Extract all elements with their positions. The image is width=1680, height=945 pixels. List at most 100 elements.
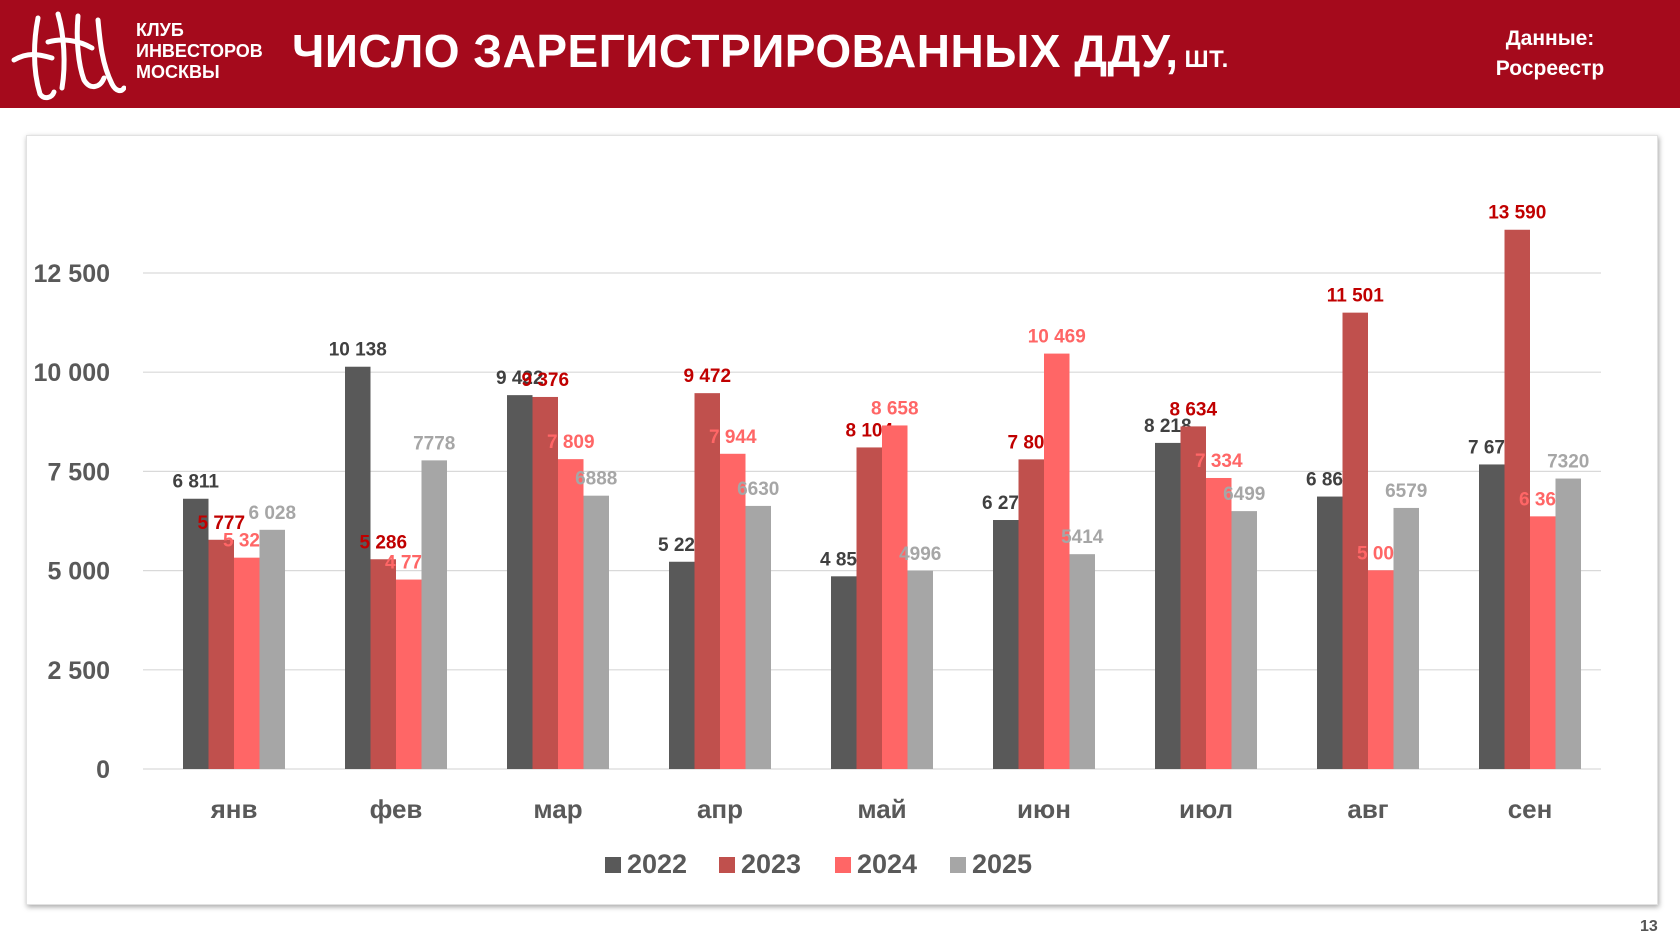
- bar-2025: [1555, 478, 1581, 769]
- data-label-2022: 5 223: [658, 535, 706, 556]
- page-title-main: ЧИСЛО ЗАРЕГИСТРИРОВАННЫХ ДДУ,: [292, 25, 1179, 77]
- data-label-2024: 5 326: [223, 531, 271, 552]
- data-label-2023: 9 472: [683, 366, 731, 387]
- bar-2022: [1317, 496, 1343, 769]
- data-label-2025: 6499: [1223, 484, 1265, 505]
- bar-2022: [831, 576, 857, 769]
- bar-2025: [1231, 511, 1257, 769]
- data-source-label: Данные:: [1505, 27, 1595, 50]
- data-label-2022: 4 856: [820, 549, 868, 570]
- y-tick-label: 12 500: [34, 260, 110, 288]
- data-label-2022: 8 218: [1144, 416, 1192, 437]
- data-source-value: Росреестр: [1495, 57, 1605, 80]
- bar-2025: [1069, 554, 1095, 769]
- legend-swatch-2022: [605, 857, 621, 873]
- data-label-2024: 7 809: [547, 432, 595, 453]
- data-label-2023: 8 104: [845, 420, 893, 441]
- data-label-2025: 6 028: [248, 503, 296, 524]
- bar-2023: [208, 539, 234, 769]
- bar-2025: [421, 460, 447, 769]
- data-label-2023: 9 376: [521, 370, 569, 391]
- bar-2024: [1530, 516, 1556, 769]
- x-tick-label: июл: [1179, 794, 1233, 824]
- data-label-2022: 7 675: [1468, 437, 1516, 458]
- logo-line-3: МОСКВЫ: [136, 62, 220, 82]
- bar-2024: [396, 579, 422, 769]
- data-label-2024: 7 944: [709, 427, 757, 448]
- bar-2022: [669, 561, 695, 769]
- bar-2023: [1504, 229, 1530, 770]
- bar-2024: [882, 425, 908, 769]
- data-label-2023: 13 590: [1488, 203, 1546, 224]
- data-label-2024: 5 008: [1357, 543, 1405, 564]
- bar-2022: [993, 520, 1019, 769]
- data-label-2025: 6888: [575, 469, 617, 490]
- data-label-2023: 5 777: [197, 513, 245, 534]
- data-label-2025: 4996: [899, 544, 941, 565]
- data-label-2024: 6 367: [1519, 489, 1567, 510]
- y-tick-label: 5 000: [47, 558, 110, 586]
- bar-2023: [1180, 426, 1206, 769]
- y-tick-label: 2 500: [47, 657, 110, 685]
- x-tick-label: янв: [210, 794, 258, 824]
- logo-line-1: КЛУБ: [136, 20, 184, 40]
- y-tick-label: 0: [96, 756, 110, 784]
- page-number: 13: [1640, 918, 1658, 935]
- data-label-2025: 6630: [737, 479, 779, 500]
- x-tick-label: мар: [533, 794, 582, 824]
- x-tick-label: фев: [370, 794, 423, 824]
- bar-2024: [1206, 477, 1232, 769]
- data-label-2022: 6 866: [1306, 470, 1354, 491]
- data-label-2024: 7 334: [1195, 451, 1243, 472]
- bar-2024: [1368, 570, 1394, 769]
- data-label-2024: 8 658: [871, 398, 919, 419]
- legend-label-2022: 2022: [627, 849, 687, 879]
- data-label-2023: 8 634: [1169, 399, 1217, 420]
- data-label-2025: 5414: [1061, 527, 1104, 548]
- data-label-2023: 5 286: [359, 532, 407, 553]
- club-logo-text: КЛУБ ИНВЕСТОРОВ МОСКВЫ: [136, 20, 263, 83]
- data-label-2023: 7 803: [1007, 432, 1055, 453]
- x-tick-label: апр: [697, 794, 743, 824]
- page-title: ЧИСЛО ЗАРЕГИСТРИРОВАННЫХ ДДУ, ШТ.: [292, 24, 1229, 78]
- data-label-2025: 7778: [413, 433, 455, 454]
- bar-2023: [856, 447, 882, 769]
- legend-swatch-2023: [719, 857, 735, 873]
- x-tick-label: июн: [1017, 794, 1071, 824]
- data-label-2024: 10 469: [1028, 327, 1086, 348]
- bar-2025: [745, 505, 771, 769]
- data-source: Данные: Росреестр: [1480, 24, 1620, 84]
- data-label-2022: 6 275: [982, 493, 1030, 514]
- legend-label-2024: 2024: [857, 849, 917, 879]
- bar-2025: [907, 570, 933, 769]
- data-label-2024: 4 774: [385, 553, 433, 574]
- bar-2022: [1479, 464, 1505, 769]
- bar-2025: [259, 529, 285, 769]
- bar-2023: [370, 559, 396, 769]
- x-tick-label: май: [857, 794, 906, 824]
- header-bar: КЛУБ ИНВЕСТОРОВ МОСКВЫ ЧИСЛО ЗАРЕГИСТРИР…: [0, 0, 1680, 108]
- legend-label-2023: 2023: [741, 849, 801, 879]
- bar-2025: [1393, 507, 1419, 769]
- legend-swatch-2024: [835, 857, 851, 873]
- bar-2024: [720, 453, 746, 769]
- bar-2025: [583, 495, 609, 769]
- bar-2022: [507, 395, 533, 769]
- bar-2024: [1044, 353, 1070, 769]
- bar-2022: [1155, 442, 1181, 769]
- bar-2024: [558, 459, 584, 769]
- bar-2022: [345, 366, 371, 769]
- page-title-unit: ШТ.: [1184, 46, 1229, 73]
- data-label-2023: 11 501: [1327, 286, 1384, 307]
- data-label-2025: 7320: [1547, 452, 1589, 473]
- bar-2024: [234, 557, 260, 769]
- x-tick-label: авг: [1347, 794, 1388, 824]
- y-tick-label: 7 500: [47, 458, 110, 486]
- bar-2023: [694, 393, 720, 769]
- x-tick-label: сен: [1508, 794, 1553, 824]
- logo-line-2: ИНВЕСТОРОВ: [136, 41, 263, 61]
- data-label-2022: 9 422: [496, 368, 544, 389]
- bar-2022: [183, 498, 209, 769]
